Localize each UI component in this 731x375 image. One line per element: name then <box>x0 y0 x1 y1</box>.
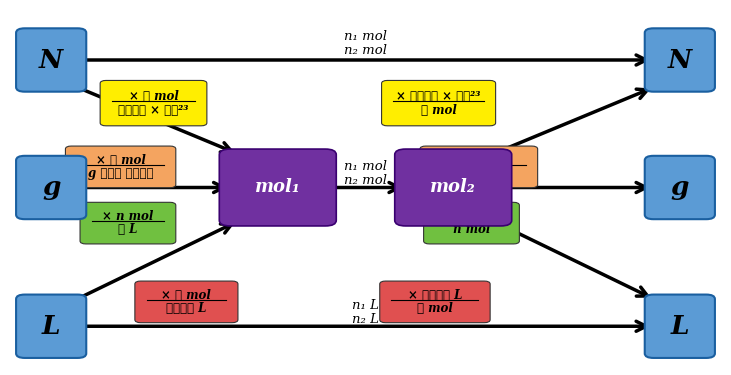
Text: × ۱ mol: × ۱ mol <box>454 167 504 180</box>
FancyBboxPatch shape <box>80 202 175 244</box>
Text: × n mol: × n mol <box>102 210 154 223</box>
Text: N: N <box>667 48 692 72</box>
Text: × ۱ L: × ۱ L <box>455 210 488 223</box>
Text: ۶٫۰۲ × ۱۰²³: ۶٫۰۲ × ۱۰²³ <box>118 104 189 117</box>
FancyBboxPatch shape <box>424 202 519 244</box>
FancyBboxPatch shape <box>382 81 496 126</box>
Text: n₂ mol: n₂ mol <box>344 174 387 187</box>
FancyBboxPatch shape <box>645 28 715 92</box>
Text: n₂ L: n₂ L <box>352 313 379 326</box>
Text: g جرم مولی: g جرم مولی <box>446 154 512 167</box>
Text: N: N <box>39 48 64 72</box>
FancyBboxPatch shape <box>645 295 715 358</box>
Text: g: g <box>42 175 61 200</box>
Text: n₁ L: n₁ L <box>352 299 379 312</box>
Text: × ۱ mol: × ۱ mol <box>96 154 145 167</box>
FancyBboxPatch shape <box>100 81 207 126</box>
Text: n₁ mol: n₁ mol <box>344 30 387 43</box>
Text: L: L <box>670 314 689 339</box>
Text: ۲۲٫۴ L: ۲۲٫۴ L <box>166 302 207 315</box>
FancyBboxPatch shape <box>135 281 238 322</box>
FancyBboxPatch shape <box>395 149 512 226</box>
Text: ۱ mol: ۱ mol <box>417 302 453 315</box>
Text: × ۱ mol: × ۱ mol <box>129 90 178 102</box>
FancyBboxPatch shape <box>420 146 538 188</box>
FancyBboxPatch shape <box>645 156 715 219</box>
Text: n mol: n mol <box>452 223 491 236</box>
Text: × ۱ mol: × ۱ mol <box>162 289 211 302</box>
Text: mol₁: mol₁ <box>255 178 300 196</box>
FancyBboxPatch shape <box>380 281 490 322</box>
FancyBboxPatch shape <box>16 156 86 219</box>
Text: n₂ mol: n₂ mol <box>344 44 387 57</box>
Text: g جرم مولی: g جرم مولی <box>88 167 154 180</box>
Text: ۱ L: ۱ L <box>118 223 137 236</box>
FancyBboxPatch shape <box>66 146 176 188</box>
Text: n₁ mol: n₁ mol <box>344 159 387 172</box>
Text: × ۶٫۰۲ × ۱۰²³: × ۶٫۰۲ × ۱۰²³ <box>396 90 481 102</box>
FancyBboxPatch shape <box>219 149 336 226</box>
Text: mol₂: mol₂ <box>431 178 476 196</box>
FancyBboxPatch shape <box>16 295 86 358</box>
FancyBboxPatch shape <box>16 28 86 92</box>
Text: ۱ mol: ۱ mol <box>420 104 457 117</box>
Text: × ۲۲٫۴ L: × ۲۲٫۴ L <box>408 289 462 302</box>
Text: g: g <box>670 175 689 200</box>
Text: L: L <box>42 314 61 339</box>
